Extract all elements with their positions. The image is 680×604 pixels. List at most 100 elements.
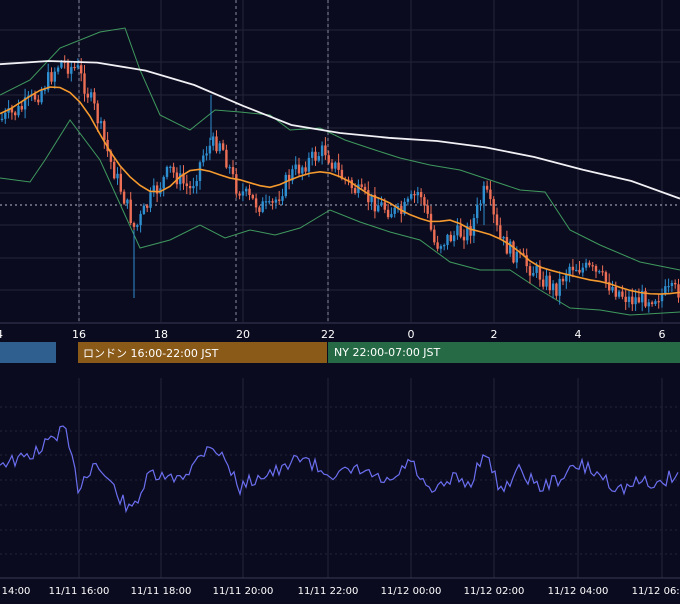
candle-body — [347, 179, 350, 181]
candle-body — [545, 275, 548, 287]
candle-body — [73, 66, 76, 69]
ma-short-line — [0, 86, 680, 295]
candle-body — [152, 185, 155, 193]
candle-body — [423, 197, 426, 206]
candle-body — [80, 65, 83, 74]
candle-body — [637, 297, 641, 303]
candle-body — [149, 192, 152, 208]
candle-body — [248, 188, 251, 196]
candle-body — [238, 193, 241, 196]
candle-body — [215, 136, 218, 152]
candle-body — [664, 286, 667, 294]
candle-body — [165, 166, 169, 177]
osc-x-tick-label: 11/12 02:00 — [464, 586, 525, 597]
candle-body — [235, 174, 238, 194]
candle-body — [294, 164, 297, 170]
candle-body — [113, 161, 116, 179]
candle-body — [66, 62, 70, 74]
candle-body — [43, 89, 47, 91]
candle-body — [634, 297, 637, 305]
x-tick-label: 16 — [72, 328, 86, 341]
candle-body — [581, 267, 584, 273]
candle-body — [357, 184, 360, 193]
candle-body — [551, 283, 555, 291]
candle-body — [301, 167, 304, 174]
candle-body — [139, 213, 142, 226]
candle-body — [327, 155, 330, 163]
candle-body — [386, 209, 390, 218]
x-tick-label: 20 — [236, 328, 250, 341]
candle-body — [132, 223, 136, 227]
candle-body — [644, 290, 647, 307]
oscillator-panel: 11/11 14:00 11/11 16:00 11/11 18:00 11/11 2… — [0, 425, 680, 597]
candle-body — [284, 174, 287, 197]
osc-x-tick-label: 11/11 16:00 — [49, 586, 110, 597]
candle-body — [175, 172, 179, 185]
x-tick-label: 6 — [659, 328, 666, 341]
candle-body — [542, 279, 545, 287]
candle-body — [225, 149, 228, 168]
candle-body — [126, 199, 129, 204]
candle-body — [528, 266, 532, 276]
candle-body — [650, 302, 654, 305]
candle-body — [403, 201, 406, 214]
x-tick-label: 0 — [408, 328, 415, 341]
candle-body — [433, 229, 436, 243]
candle-body — [268, 201, 271, 203]
candle-body — [459, 225, 462, 237]
candle-body — [99, 121, 103, 124]
candle-body — [617, 291, 621, 297]
candle-body — [439, 246, 443, 249]
x-tick-label: 18 — [154, 328, 168, 341]
candle-body — [373, 194, 377, 212]
x-tick-label: 4 — [0, 328, 3, 341]
candle-body — [631, 296, 634, 305]
candle-body — [449, 234, 452, 242]
candle-body — [558, 278, 561, 296]
candle-body — [103, 121, 106, 140]
candle-body — [23, 97, 27, 110]
candle-body — [561, 278, 565, 282]
candle-body — [489, 189, 492, 200]
candle-body — [271, 201, 274, 203]
candle-body — [320, 145, 324, 157]
candle-body — [377, 205, 380, 212]
candle-body — [594, 266, 598, 272]
candle-body — [304, 167, 307, 172]
candle-body — [278, 199, 281, 201]
candle-body — [446, 234, 449, 246]
osc-x-tick-label: 11/12 06:00 — [632, 586, 680, 597]
candlesticks — [0, 55, 680, 313]
candle-body — [179, 173, 182, 185]
candle-body — [205, 153, 208, 156]
candle-body — [231, 167, 235, 175]
candle-body — [472, 218, 476, 236]
candle-body — [568, 266, 571, 275]
bollinger-lower-line — [0, 119, 680, 316]
candle-body — [245, 188, 248, 192]
candle-body — [353, 188, 357, 193]
osc-x-tick-label: 11/11 22:00 — [298, 586, 359, 597]
candle-body — [17, 105, 20, 116]
grid — [0, 0, 680, 579]
candle-body — [47, 72, 50, 90]
candle-body — [608, 282, 611, 291]
candle-body — [10, 108, 14, 113]
candle-body — [307, 157, 311, 172]
candle-body — [393, 207, 396, 214]
candle-body — [525, 255, 528, 267]
osc-x-tick-label: 11/12 04:00 — [548, 586, 609, 597]
candle-body — [512, 241, 515, 263]
candle-body — [578, 269, 581, 273]
candle-body — [667, 286, 670, 288]
candle-body — [96, 103, 99, 124]
x-tick-label: 22 — [321, 328, 335, 341]
candle-body — [4, 112, 7, 119]
candle-body — [462, 236, 466, 241]
ma-long-line — [0, 60, 680, 200]
osc-x-tick-label: 11/11 18:00 — [131, 586, 192, 597]
candle-body — [367, 190, 370, 203]
candle-body — [297, 164, 301, 174]
